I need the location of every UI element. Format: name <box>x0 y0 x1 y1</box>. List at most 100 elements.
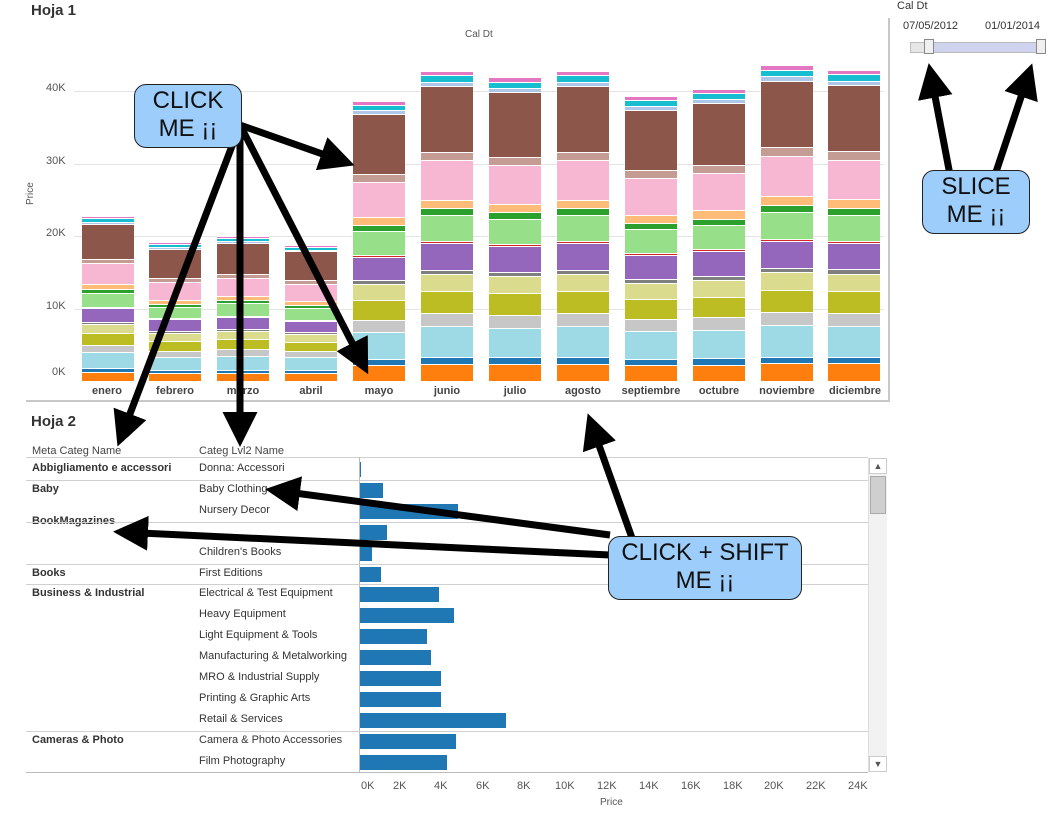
bar-segment[interactable] <box>421 199 473 209</box>
column-header-meta-categ[interactable]: Meta Categ Name <box>32 445 122 457</box>
bar-segment[interactable] <box>625 298 677 319</box>
price-bar[interactable] <box>360 545 373 561</box>
categ-lvl2-label[interactable]: Light Equipment & Tools <box>199 629 318 642</box>
bar-segment[interactable] <box>557 243 609 270</box>
bar-segment[interactable] <box>285 333 337 342</box>
month-label[interactable]: junio <box>433 385 461 397</box>
bar-segment[interactable] <box>761 312 813 326</box>
categ-lvl2-label[interactable]: Electrical & Test Equipment <box>199 587 333 600</box>
bar-segment[interactable] <box>82 333 134 345</box>
bar-segment[interactable] <box>489 165 541 204</box>
meta-categ-label[interactable]: Abbigliamento e accessori <box>32 462 172 474</box>
bar-segment[interactable] <box>353 300 405 320</box>
bar-segment[interactable] <box>828 313 880 327</box>
meta-categ-label[interactable]: Baby <box>32 482 59 495</box>
bar-segment[interactable] <box>149 333 201 341</box>
bar-segment[interactable] <box>557 241 609 244</box>
bar-segment[interactable] <box>489 92 541 157</box>
bar-segment[interactable] <box>82 321 134 324</box>
bar-segment[interactable] <box>557 269 609 274</box>
bar-segment[interactable] <box>693 173 745 211</box>
bar-segment[interactable] <box>149 373 201 381</box>
bar-segment[interactable] <box>421 291 473 314</box>
bar-segment[interactable] <box>285 370 337 374</box>
bar-segment[interactable] <box>625 222 677 229</box>
bar-segment[interactable] <box>625 254 677 279</box>
bar-segment[interactable] <box>149 370 201 374</box>
bar-segment[interactable] <box>625 364 677 381</box>
price-bar[interactable] <box>360 566 381 582</box>
month-label[interactable]: septiembre <box>621 385 681 397</box>
month-label[interactable]: febrero <box>156 385 194 397</box>
bar-segment[interactable] <box>625 96 677 101</box>
bar-segment[interactable] <box>828 85 880 152</box>
bar-segment[interactable] <box>557 81 609 87</box>
bar-segment[interactable] <box>285 244 337 247</box>
bar-segment[interactable] <box>421 75 473 82</box>
bar-segment[interactable] <box>82 368 134 372</box>
bar-segment[interactable] <box>557 199 609 209</box>
meta-categ-label[interactable]: Books <box>32 566 66 579</box>
meta-categ-label[interactable]: Business & Industrial <box>32 587 145 600</box>
bar-segment[interactable] <box>353 217 405 225</box>
bar-segment[interactable] <box>285 341 337 352</box>
bar-segment[interactable] <box>557 75 609 82</box>
bar-segment[interactable] <box>625 318 677 331</box>
bar-segment[interactable] <box>421 313 473 327</box>
bar-segment[interactable] <box>421 269 473 274</box>
categ-lvl2-label[interactable]: Manufacturing & Metalworking <box>199 650 347 663</box>
bar-segment[interactable] <box>285 301 337 306</box>
price-bar[interactable] <box>360 482 383 498</box>
bar-segment[interactable] <box>761 325 813 357</box>
bar-segment[interactable] <box>353 319 405 332</box>
bar-segment[interactable] <box>828 326 880 357</box>
categ-lvl2-label[interactable]: Nursery Decor <box>199 503 270 516</box>
price-bar[interactable] <box>360 754 448 770</box>
month-bar[interactable] <box>82 215 134 381</box>
vertical-scrollbar[interactable]: ▲ ▼ <box>868 458 887 772</box>
bar-segment[interactable] <box>82 289 134 293</box>
bar-segment[interactable] <box>828 240 880 244</box>
bar-segment[interactable] <box>285 373 337 381</box>
bar-segment[interactable] <box>761 76 813 81</box>
bar-segment[interactable] <box>693 218 745 225</box>
bar-segment[interactable] <box>149 246 201 249</box>
bar-segment[interactable] <box>285 308 337 320</box>
bar-segment[interactable] <box>421 160 473 200</box>
bar-segment[interactable] <box>693 251 745 277</box>
meta-categ-label[interactable]: BookMagazines <box>32 514 116 527</box>
bar-segment[interactable] <box>82 223 134 259</box>
bar-segment[interactable] <box>625 252 677 255</box>
categ-lvl2-label[interactable]: MRO & Industrial Supply <box>199 671 320 683</box>
bar-segment[interactable] <box>82 306 134 308</box>
bar-segment[interactable] <box>353 359 405 366</box>
bar-segment[interactable] <box>761 65 813 70</box>
bar-segment[interactable] <box>353 280 405 285</box>
bar-segment[interactable] <box>421 241 473 244</box>
bar-segment[interactable] <box>693 99 745 104</box>
bar-segment[interactable] <box>489 156 541 166</box>
bar-segment[interactable] <box>421 81 473 87</box>
bar-segment[interactable] <box>285 332 337 334</box>
month-label[interactable]: enero <box>92 385 122 397</box>
bar-segment[interactable] <box>353 254 405 257</box>
bar-segment[interactable] <box>353 114 405 174</box>
bar-segment[interactable] <box>761 267 813 272</box>
bar-segment[interactable] <box>828 363 880 381</box>
bar-segment[interactable] <box>149 243 201 247</box>
bar-segment[interactable] <box>149 278 201 283</box>
bar-segment[interactable] <box>828 74 880 82</box>
slider-end-handle[interactable] <box>1036 39 1046 54</box>
bar-segment[interactable] <box>82 307 134 322</box>
price-bar[interactable] <box>360 671 442 686</box>
bar-segment[interactable] <box>82 215 134 219</box>
month-bar[interactable] <box>761 65 813 381</box>
bar-segment[interactable] <box>421 86 473 152</box>
categ-lvl2-label[interactable]: Printing & Graphic Arts <box>199 691 311 704</box>
month-label[interactable]: abril <box>299 385 323 397</box>
bar-segment[interactable] <box>353 100 405 105</box>
bar-segment[interactable] <box>421 70 473 76</box>
bar-segment[interactable] <box>353 256 405 281</box>
bar-segment[interactable] <box>82 258 134 264</box>
month-label[interactable]: noviembre <box>759 385 815 397</box>
